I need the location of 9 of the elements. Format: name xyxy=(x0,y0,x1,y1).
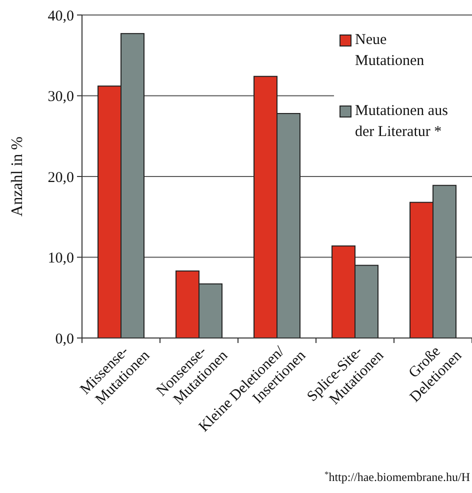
legend-label: Mutationen aus der Literatur * xyxy=(355,103,448,140)
y-tick-label: 20,0 xyxy=(48,170,74,186)
legend-label: Neue Mutationen xyxy=(355,32,425,69)
y-tick-label: 30,0 xyxy=(48,89,74,105)
y-tick-label: 40,0 xyxy=(48,8,74,24)
y-tick-label: 0,0 xyxy=(55,331,74,348)
y-axis-title: Anzahl in % xyxy=(9,136,26,216)
y-tick-label: 10,0 xyxy=(48,250,74,266)
text: $^{*}$http://hae.biomembrane.hu/H xyxy=(324,470,470,484)
